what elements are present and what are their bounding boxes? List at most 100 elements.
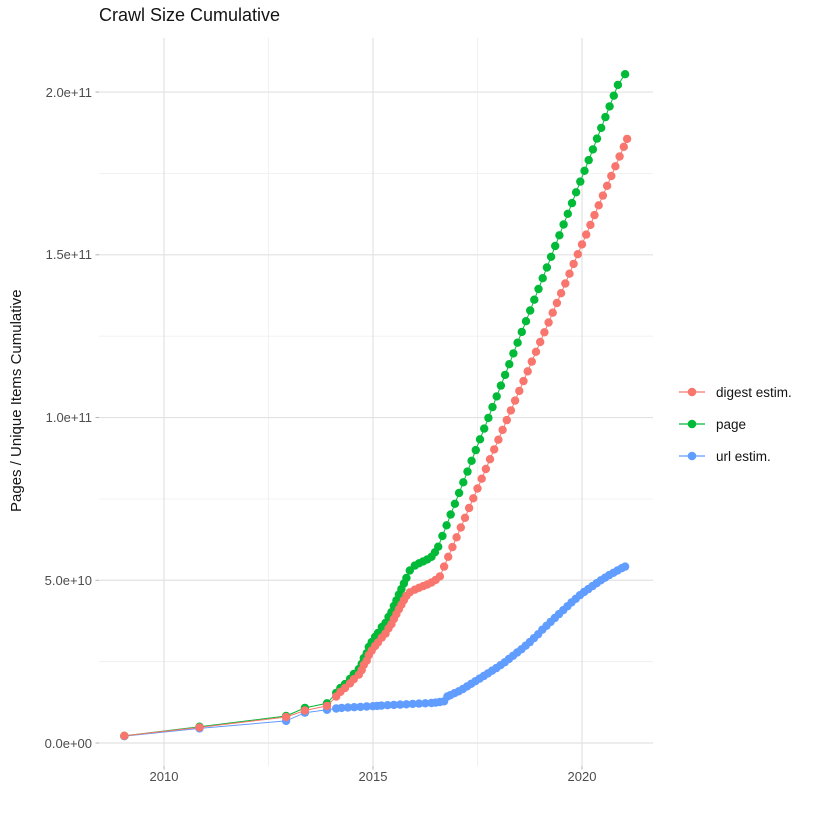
y-tick-label: 0.0e+00 [44, 735, 92, 751]
digest-estim-point [569, 259, 578, 269]
digest-estim-point [490, 445, 499, 454]
digest-estim-point [615, 152, 624, 161]
digest-estim-point [510, 396, 520, 405]
digest-estim-point [556, 289, 566, 298]
digest-estim-point [590, 210, 599, 220]
digest-estim-point [444, 552, 453, 561]
page-point [526, 306, 535, 315]
page-point [450, 499, 460, 508]
page-point [484, 413, 493, 423]
digest-estim-point [586, 220, 595, 230]
digest-estim-point [477, 474, 486, 483]
x-tick-label: 2010 [149, 769, 179, 784]
digest-estim-point [322, 701, 332, 711]
digest-estim-point [460, 513, 470, 522]
page-point [613, 80, 623, 90]
url-estim-point [337, 703, 346, 713]
digest-estim-point [527, 357, 536, 366]
legend: digest estim. page url estim. [678, 383, 792, 465]
digest-estim-point [473, 484, 482, 493]
y-tick-label: 2.0e+11 [45, 84, 92, 100]
page-point [530, 295, 539, 304]
page-point [542, 263, 552, 272]
digest-estim-point [481, 464, 491, 474]
digest-estim-point [195, 723, 204, 732]
url-estim-point [350, 703, 359, 712]
digest-estim-point [523, 367, 532, 376]
page-point [555, 231, 564, 240]
legend-key-dot [687, 419, 697, 429]
legend-label: digest estim. [716, 384, 792, 400]
digest-estim-point [561, 279, 570, 288]
page-point [620, 70, 630, 79]
page-point [580, 166, 589, 175]
digest-estim-point [281, 712, 291, 722]
legend-key-page-icon [679, 419, 705, 429]
digest-estim-point [469, 494, 478, 503]
digest-estim-point [622, 134, 632, 144]
url-estim-point [402, 700, 411, 709]
page-point [571, 188, 581, 197]
url-estim-point [620, 562, 630, 571]
digest-estim-point [552, 298, 562, 308]
page-point [463, 467, 472, 476]
digest-estim-point [485, 455, 495, 464]
legend-label: url estim. [716, 448, 771, 464]
url-estim-point [356, 702, 365, 712]
digest-estim-point [602, 181, 612, 190]
digest-estim-point [439, 562, 449, 571]
page-point [546, 252, 556, 261]
digest-estim-point [598, 191, 608, 200]
y-tick-label: 5.0e+10 [44, 572, 92, 588]
page-point [496, 381, 506, 390]
url-estim-point [408, 699, 417, 709]
url-estim-point [414, 699, 424, 708]
page-point [459, 478, 468, 487]
digest-estim-point [619, 142, 628, 151]
digest-estim-point [573, 250, 582, 259]
y-tick-label: 1.5e+11 [45, 247, 92, 263]
page-point [454, 488, 464, 498]
page-point [517, 327, 526, 337]
digest-estim-point [565, 269, 574, 278]
digest-estim-point [594, 201, 603, 210]
x-tick-label: 2015 [358, 769, 388, 784]
digest-estim-point [544, 318, 553, 327]
legend-key-dot [687, 387, 697, 397]
page-point [492, 392, 501, 401]
digest-estim-point [300, 706, 310, 715]
digest-estim-point [536, 337, 545, 347]
page-point [467, 456, 476, 465]
legend-key-url-estim-icon [679, 451, 705, 461]
page-point [438, 531, 447, 541]
digest-estim-point [611, 162, 620, 171]
digest-estim-point [464, 503, 474, 513]
page-point [471, 445, 480, 455]
page-point [475, 435, 485, 444]
url-estim-point [396, 700, 405, 709]
page-point [538, 274, 547, 283]
page-point [509, 349, 518, 358]
page-point [534, 284, 543, 294]
x-tick-label: 2020 [567, 769, 597, 784]
digest-estim-point [548, 308, 557, 317]
page-point [592, 134, 602, 143]
url-estim-point [383, 701, 392, 710]
digest-estim-point [502, 415, 511, 425]
page-point [605, 102, 614, 111]
digest-estim-point [456, 523, 465, 532]
page-point [480, 424, 489, 433]
digest-estim-point [577, 240, 587, 249]
digest-estim-point [607, 171, 616, 181]
digest-estim-point [452, 533, 461, 542]
page-point [551, 241, 560, 251]
url-estim-point [343, 703, 353, 712]
legend-label: page [716, 416, 747, 432]
page-point [567, 198, 577, 208]
legend-item-url-estim: url estim. [678, 447, 792, 465]
digest-estim-point [498, 425, 507, 435]
chart-title: Crawl Size Cumulative [99, 5, 281, 25]
digest-estim-point [448, 542, 457, 552]
legend-item-page: page [678, 415, 792, 433]
page-point [488, 402, 497, 412]
